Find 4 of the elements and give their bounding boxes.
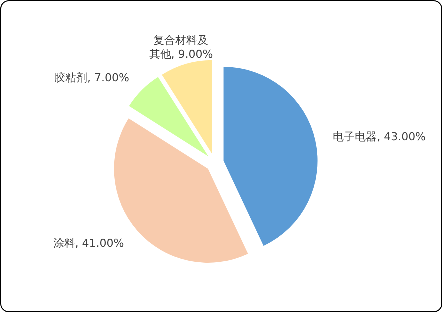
slice-label: 电子电器, 43.00% xyxy=(333,130,426,144)
slice-label: 胶粘剂, 7.00% xyxy=(54,71,130,84)
slice-label: 涂料, 41.00% xyxy=(53,237,124,250)
slice-label: 复合材料及其他, 9.00% xyxy=(149,34,214,61)
